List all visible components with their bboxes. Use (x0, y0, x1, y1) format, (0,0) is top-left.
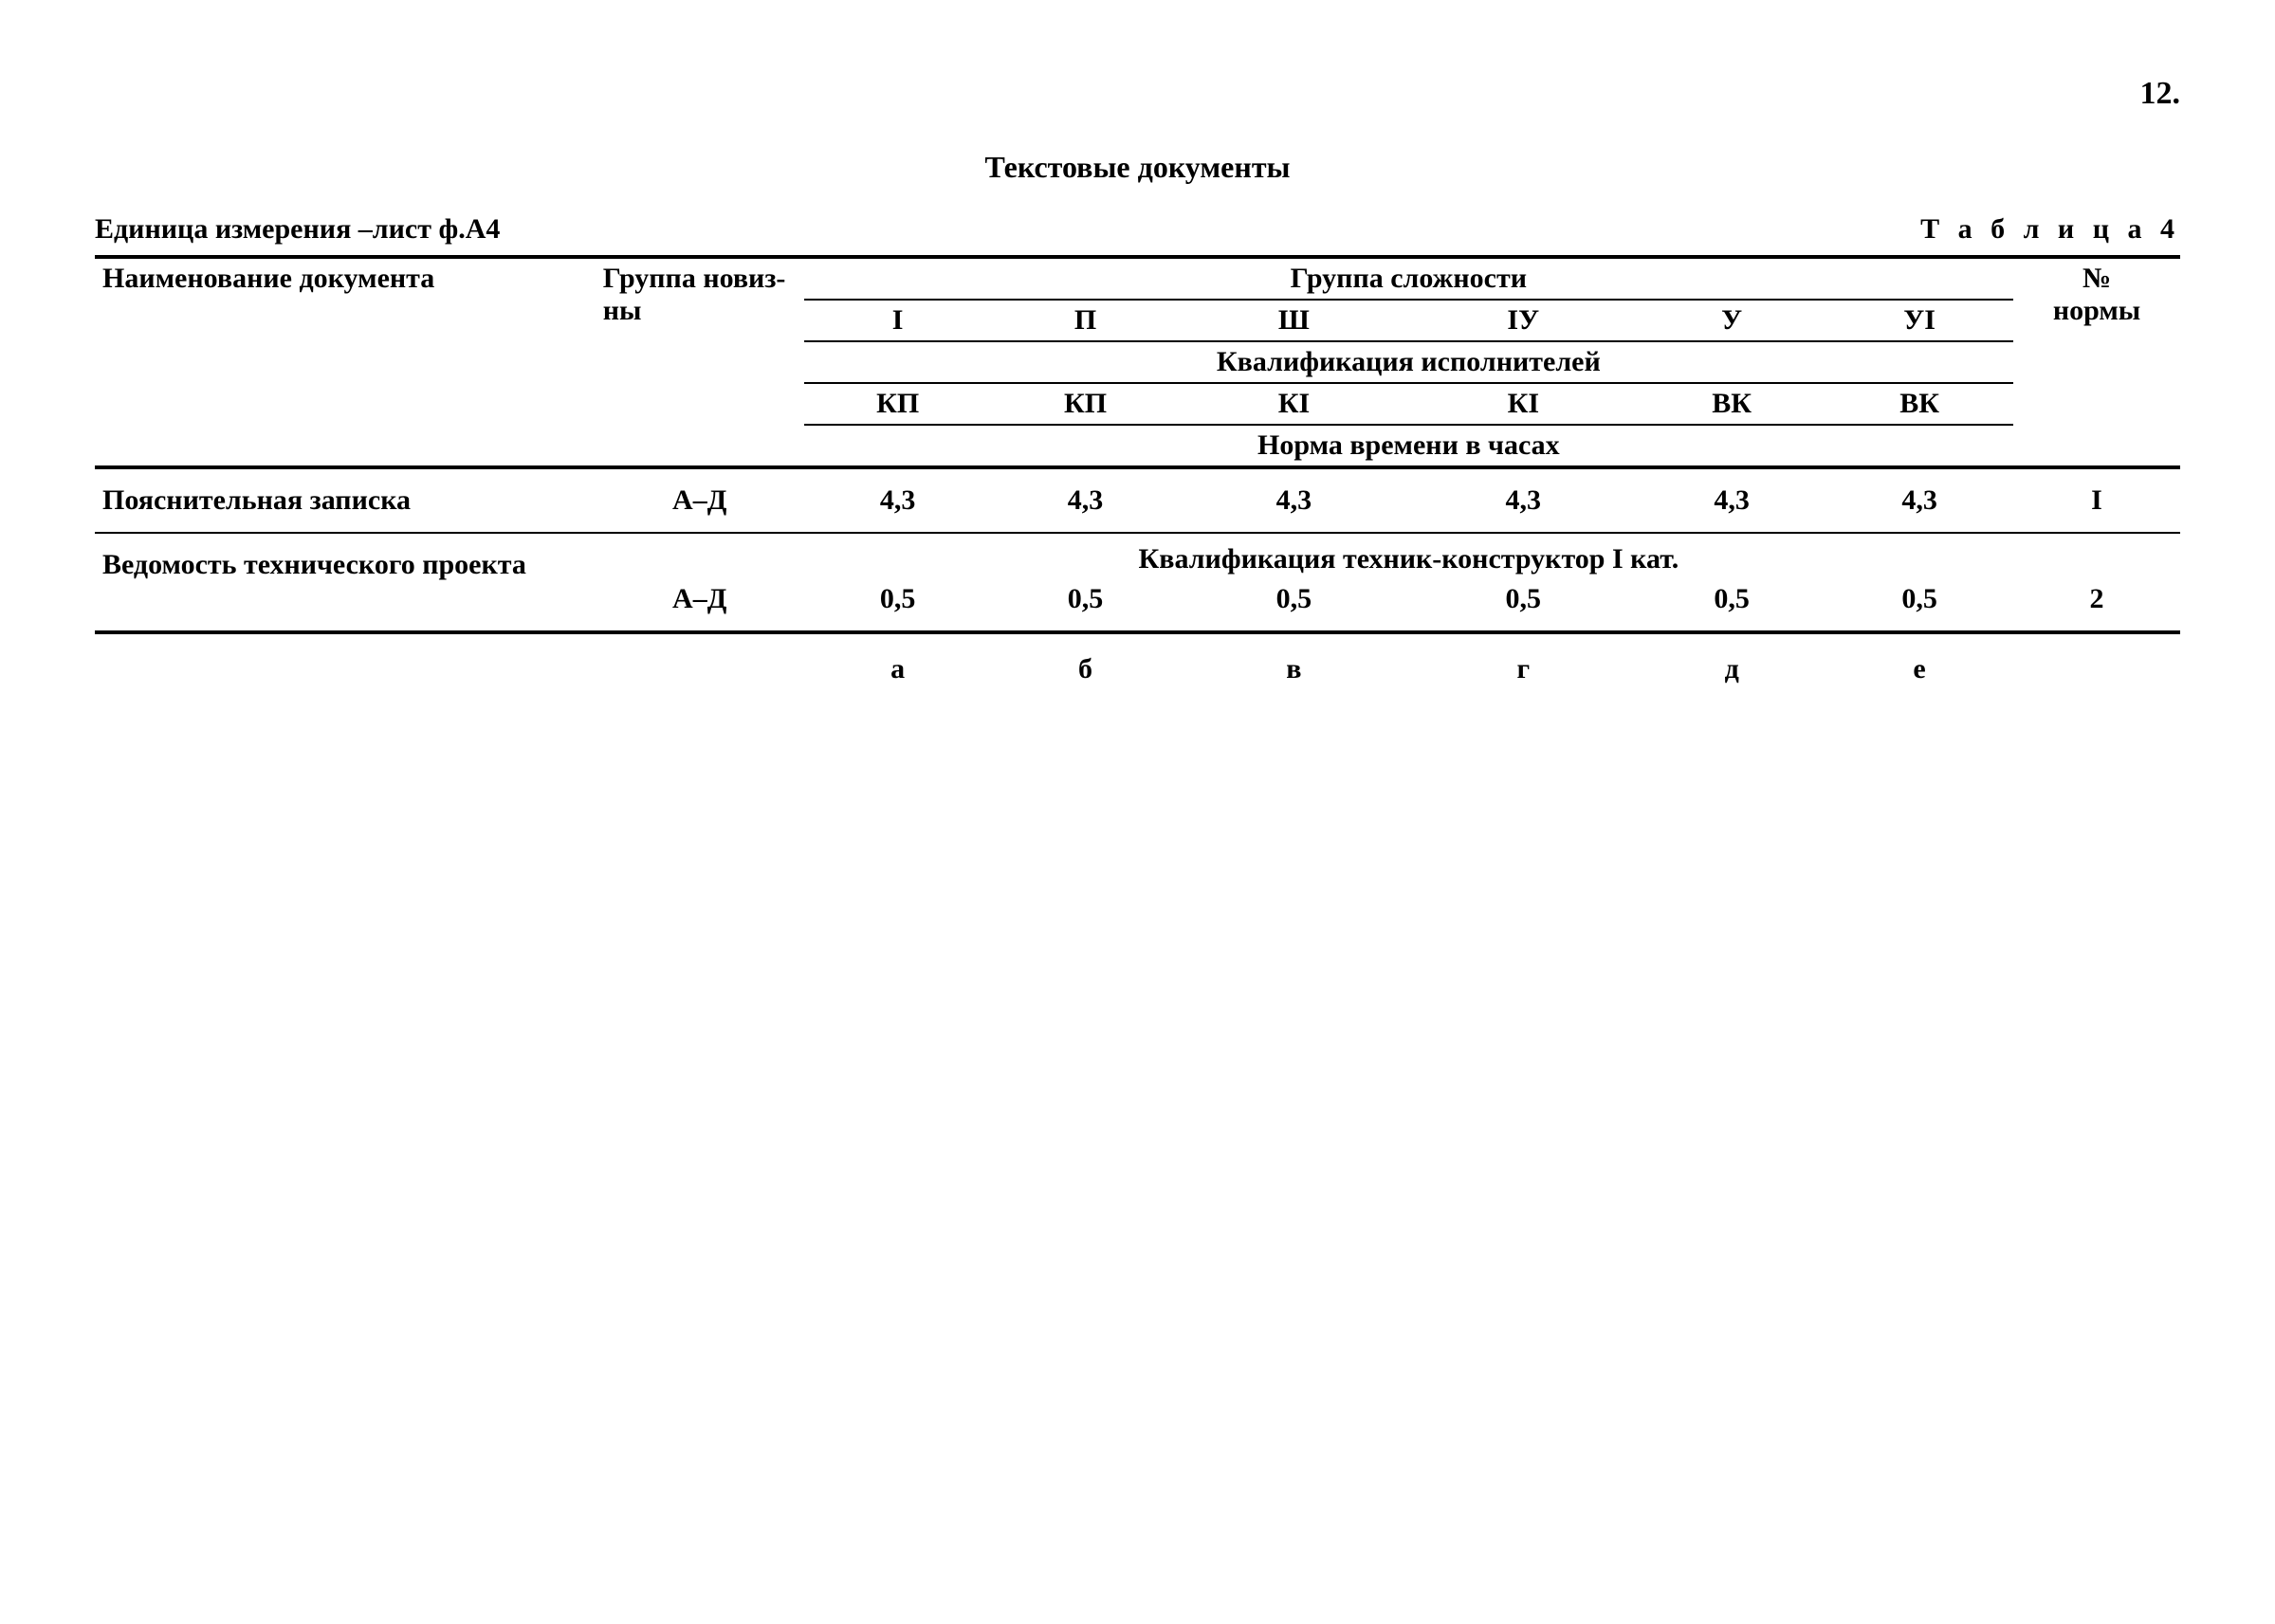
row2-v2: 0,5 (992, 579, 1180, 632)
row2-v3: 0,5 (1179, 579, 1408, 632)
row1-v2: 4,3 (992, 467, 1180, 533)
hdr-lvl-3: Ш (1179, 300, 1408, 341)
row1-novelty: А–Д (596, 467, 804, 533)
table-label: Т а б л и ц а 4 (1920, 213, 2180, 246)
ftr-d: д (1638, 632, 1826, 689)
ftr-v: в (1179, 632, 1408, 689)
measurement-unit: Единица измерения –лист ф.А4 (95, 213, 500, 246)
hdr-qual-6: ВК (1826, 383, 2013, 425)
document-title: Текстовые документы (95, 150, 2180, 185)
ftr-b: б (992, 632, 1180, 689)
ftr-g: г (1408, 632, 1638, 689)
row2-v5: 0,5 (1638, 579, 1826, 632)
row1-v5: 4,3 (1638, 467, 1826, 533)
row2-v6: 0,5 (1826, 579, 2013, 632)
row1-v1: 4,3 (804, 467, 992, 533)
hdr-lvl-4: IУ (1408, 300, 1638, 341)
row1-norm: I (2013, 467, 2180, 533)
hdr-doc-name: Наименование документа (95, 257, 596, 467)
hdr-lvl-6: УI (1826, 300, 2013, 341)
row2-novelty: А–Д (596, 533, 804, 632)
row1-v6: 4,3 (1826, 467, 2013, 533)
hdr-qual-1: КП (804, 383, 992, 425)
row1-v4: 4,3 (1408, 467, 1638, 533)
ftr-e: е (1826, 632, 2013, 689)
hdr-qual-2: КП (992, 383, 1180, 425)
hdr-time-norm: Норма времени в часах (804, 425, 2013, 467)
hdr-novelty: Группа новиз- ны (596, 257, 804, 467)
hdr-lvl-1: I (804, 300, 992, 341)
row2-norm: 2 (2013, 533, 2180, 632)
hdr-complexity: Группа сложности (804, 257, 2013, 300)
hdr-qual-3: КI (1179, 383, 1408, 425)
row1-v3: 4,3 (1179, 467, 1408, 533)
page-number: 12. (95, 76, 2180, 112)
row2-span-label: Квалификация техник-конструктор I кат. (804, 533, 2013, 579)
row2-name: Ведомость технического проекта (95, 533, 596, 632)
meta-row: Единица измерения –лист ф.А4 Т а б л и ц… (95, 213, 2180, 246)
hdr-qual-5: ВК (1638, 383, 1826, 425)
hdr-lvl-2: П (992, 300, 1180, 341)
ftr-a: а (804, 632, 992, 689)
row2-v1: 0,5 (804, 579, 992, 632)
hdr-qual-4: КI (1408, 383, 1638, 425)
hdr-lvl-5: У (1638, 300, 1826, 341)
row2-v4: 0,5 (1408, 579, 1638, 632)
hdr-qualification: Квалификация исполнителей (804, 341, 2013, 383)
hdr-norm-no: № нормы (2013, 257, 2180, 467)
norms-table: Наименование документа Группа новиз- ны … (95, 255, 2180, 689)
row1-name: Пояснительная записка (95, 467, 596, 533)
